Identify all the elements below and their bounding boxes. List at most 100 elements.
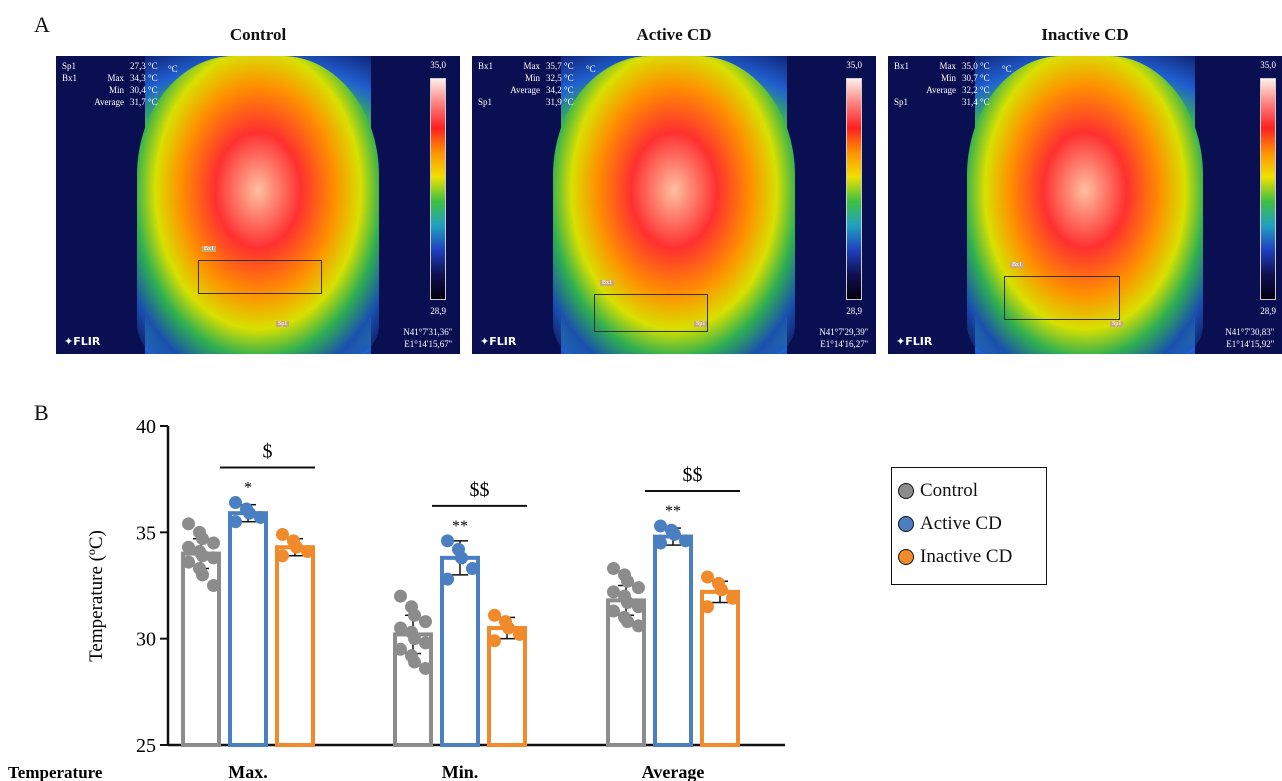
box-label: Bx1	[600, 280, 615, 286]
data-point	[276, 527, 289, 541]
data-point	[243, 506, 256, 520]
image-title-control: Control	[229, 25, 287, 44]
data-point	[607, 585, 620, 599]
data-point	[513, 627, 526, 641]
scale-min: 28,9	[1260, 306, 1276, 316]
panel-a-label: A	[34, 12, 50, 37]
measurement-box	[594, 294, 708, 332]
panel-b-label: B	[34, 400, 49, 425]
data-point	[276, 549, 289, 563]
unit-label: °C	[586, 64, 596, 74]
data-point	[455, 551, 468, 565]
data-point	[726, 591, 739, 605]
legend-marker-inactive	[898, 549, 914, 565]
bar	[275, 545, 315, 747]
chart-legend: Control Active CD Inactive CD	[891, 467, 1047, 585]
data-point	[408, 608, 421, 622]
measurement-table: Bx1 Max 35,0 °C Min 30,7 °C Average 32,2 °C …	[894, 61, 990, 107]
scale-min: 28,9	[846, 306, 862, 316]
legend-item-active: Active CD	[898, 513, 1002, 535]
y-axis-label: Temperature (ºC)	[86, 530, 107, 662]
y-tick-label: 35	[136, 522, 156, 544]
significance-label: $$	[470, 479, 490, 501]
data-point	[254, 510, 267, 524]
box-label: Bx1	[1010, 262, 1025, 268]
data-point	[621, 574, 634, 588]
spot-label: Sp1	[694, 321, 708, 327]
data-point	[207, 536, 220, 550]
measurement-box	[1004, 276, 1120, 320]
gps-readout: N41°7'29,39'' E1°14'16,27''	[819, 327, 868, 349]
data-point	[488, 608, 501, 622]
data-point	[196, 549, 209, 563]
scale-max: 35,0	[430, 60, 446, 70]
data-point	[182, 540, 195, 554]
row-label: Temperature	[8, 763, 103, 781]
significance-star: **	[452, 518, 468, 535]
flir-logo: ✦FLIR	[896, 335, 933, 348]
bar	[700, 589, 740, 747]
data-point	[632, 619, 645, 633]
measurement-box	[198, 260, 322, 294]
thermal-image-control: Sp1 27,3 °C Bx1 Max 34,3 °C Min 30,4 °C Aver…	[56, 56, 460, 354]
color-scale-bar	[430, 78, 446, 300]
data-point	[502, 621, 515, 635]
measurement-table: Sp1 27,3 °C Bx1 Max 34,3 °C Min 30,4 °C Aver…	[62, 61, 158, 107]
data-point	[701, 570, 714, 584]
data-point	[207, 579, 220, 592]
unit-label: °C	[168, 64, 178, 74]
data-point	[408, 632, 421, 646]
data-point	[654, 536, 667, 550]
gps-readout: N41°7'31,36'' E1°14'15,67''	[403, 327, 452, 349]
data-point	[301, 544, 314, 558]
data-point	[196, 532, 209, 546]
x-category-label: Average	[642, 762, 705, 781]
data-point	[632, 581, 645, 595]
spot-label: Sp1	[1110, 321, 1124, 327]
data-point	[679, 534, 692, 548]
data-point	[701, 600, 714, 614]
data-point	[441, 534, 454, 548]
bar	[653, 534, 693, 747]
data-point	[441, 572, 454, 586]
thermal-image-active: Bx1 Max 35,7 °C Min 32,5 °C Average 34,2 °C …	[472, 56, 876, 354]
scale-min: 28,9	[430, 306, 446, 316]
y-tick-label: 40	[136, 416, 156, 438]
y-tick-label: 30	[136, 629, 156, 651]
gps-readout: N41°7'30,83'' E1°14'15,92''	[1225, 327, 1274, 349]
image-title-inactive: Inactive CD	[1041, 25, 1129, 44]
data-point	[419, 661, 432, 675]
significance-star: *	[244, 480, 252, 497]
x-category-label: Min.	[442, 762, 479, 781]
data-point	[394, 642, 407, 656]
bar	[228, 511, 268, 748]
flir-logo: ✦FLIR	[64, 335, 101, 348]
data-point	[290, 540, 303, 554]
measurement-table: Bx1 Max 35,7 °C Min 32,5 °C Average 34,2 °C …	[478, 61, 574, 107]
data-point	[394, 621, 407, 635]
color-scale-bar	[1260, 78, 1276, 300]
spot-label: Sp1	[276, 321, 290, 327]
data-point	[668, 527, 681, 541]
significance-label: $$	[683, 464, 703, 486]
data-point	[207, 551, 220, 565]
data-point	[196, 568, 209, 582]
data-point	[394, 589, 407, 603]
y-tick-label: 25	[136, 735, 156, 757]
data-point	[182, 517, 195, 531]
scale-max: 35,0	[1260, 60, 1276, 70]
data-point	[621, 615, 634, 629]
bar	[440, 555, 480, 747]
legend-marker-active	[898, 516, 914, 532]
significance-star: **	[665, 503, 681, 520]
data-point	[488, 634, 501, 648]
box-label: Bx1	[202, 246, 217, 252]
scale-max: 35,0	[846, 60, 862, 70]
data-point	[607, 561, 620, 575]
data-point	[715, 583, 728, 597]
data-point	[229, 496, 242, 510]
data-point	[229, 515, 242, 529]
flir-logo: ✦FLIR	[480, 335, 517, 348]
data-point	[607, 604, 620, 618]
legend-item-control: Control	[898, 480, 978, 502]
